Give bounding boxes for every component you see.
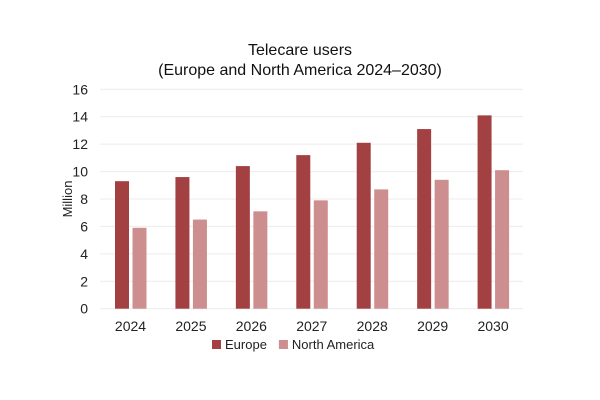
bar-europe-2029 [417, 129, 432, 309]
y-tick-label: 16 [72, 81, 88, 97]
x-tick-label: 2027 [296, 318, 327, 334]
x-tick-label: 2025 [175, 318, 206, 334]
bar-north-america-2027 [313, 200, 328, 309]
chart-title: Telecare users [247, 42, 353, 59]
legend-swatch [278, 340, 288, 349]
y-axis-label: Million [60, 181, 75, 218]
bar-north-america-2025 [192, 219, 207, 309]
y-tick-label: 12 [72, 136, 88, 152]
x-tick-label: 2026 [236, 318, 267, 334]
bar-europe-2026 [235, 166, 250, 309]
chart-title-block: Telecare users (Europe and North America… [0, 41, 600, 81]
y-tick-label: 0 [80, 301, 88, 317]
x-tick-label: 2030 [477, 318, 508, 334]
legend-label: Europe [225, 337, 267, 352]
bar-europe-2025 [175, 177, 190, 309]
bar-europe-2027 [296, 155, 311, 309]
x-tick-label: 2024 [115, 318, 146, 334]
legend-label: North America [292, 337, 375, 352]
y-tick-label: 10 [72, 164, 88, 180]
y-tick-label: 2 [80, 273, 88, 289]
bar-north-america-2030 [495, 170, 510, 309]
chart-subtitle: (Europe and North America 2024–2030) [158, 62, 442, 79]
y-tick-label: 14 [72, 109, 88, 125]
y-tick-label: 8 [80, 191, 88, 207]
y-tick-label: 4 [80, 246, 88, 262]
bar-north-america-2024 [132, 227, 147, 309]
bar-europe-2028 [356, 142, 371, 309]
bar-north-america-2029 [434, 179, 449, 309]
bar-north-america-2026 [253, 211, 268, 309]
x-tick-label: 2029 [417, 318, 448, 334]
bar-north-america-2028 [374, 189, 389, 309]
x-tick-label: 2028 [357, 318, 388, 334]
y-tick-label: 6 [80, 218, 88, 234]
bar-europe-2024 [115, 181, 129, 309]
bar-europe-2030 [477, 115, 492, 309]
legend-swatch [212, 340, 221, 349]
